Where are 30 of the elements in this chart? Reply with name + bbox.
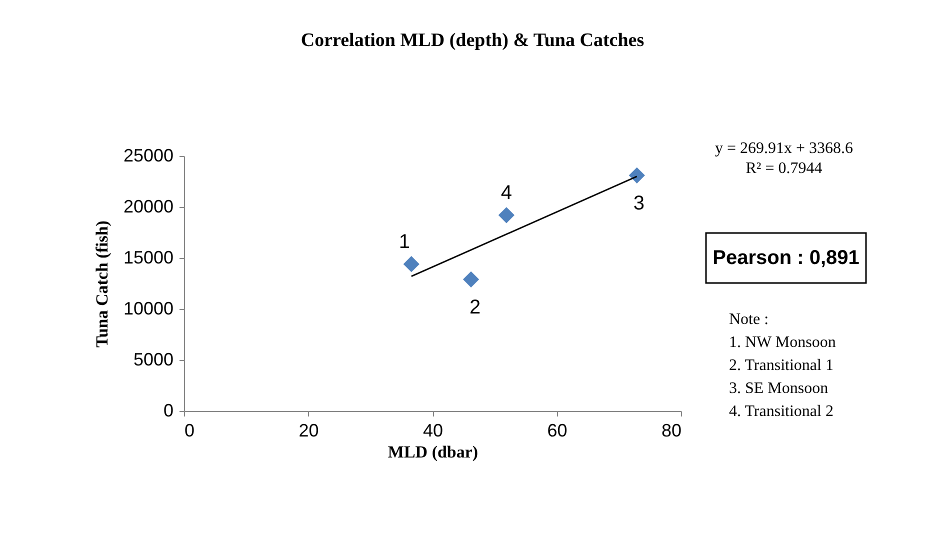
point — [462, 271, 480, 288]
text: Pearson : 0,891 — [712, 247, 860, 269]
y-axis-title: Tuna Catch (fish) — [92, 220, 112, 348]
text: y = 269.91x + 3368.6 — [714, 140, 854, 157]
text: 4. Transitional 2 — [729, 403, 834, 420]
point — [628, 167, 645, 184]
x-axis-title: MLD (dbar) — [388, 442, 478, 462]
point — [498, 207, 514, 224]
x-tick-label: 40 — [422, 420, 444, 440]
text: R² = 0.7944 — [746, 160, 822, 177]
annotation: 2 — [469, 296, 481, 318]
chart-title: Correlation MLD (depth) & Tuna Catches — [300, 30, 644, 51]
point — [403, 256, 420, 272]
y-tick-label: 0 — [163, 400, 174, 420]
y-tick-label: 25000 — [123, 146, 174, 166]
x-tick-label: 0 — [184, 420, 195, 440]
y-tick-label: 10000 — [123, 298, 174, 318]
y-tick-label: 15000 — [123, 248, 174, 268]
x-tick-label: 60 — [547, 420, 568, 440]
x-tick-label: 80 — [661, 420, 682, 440]
text: 1. NW Monsoon — [729, 334, 836, 351]
y-tick-label: 5000 — [133, 350, 174, 370]
annotation: 4 — [500, 182, 512, 204]
text: Note : — [729, 311, 769, 328]
text: 3. SE Monsoon — [729, 380, 828, 397]
text: 2. Transitional 1 — [729, 357, 834, 374]
y-tick-label: 20000 — [123, 196, 174, 216]
annotation: 3 — [633, 192, 644, 214]
x-tick-label: 20 — [298, 420, 319, 440]
annotation: 1 — [398, 231, 410, 254]
